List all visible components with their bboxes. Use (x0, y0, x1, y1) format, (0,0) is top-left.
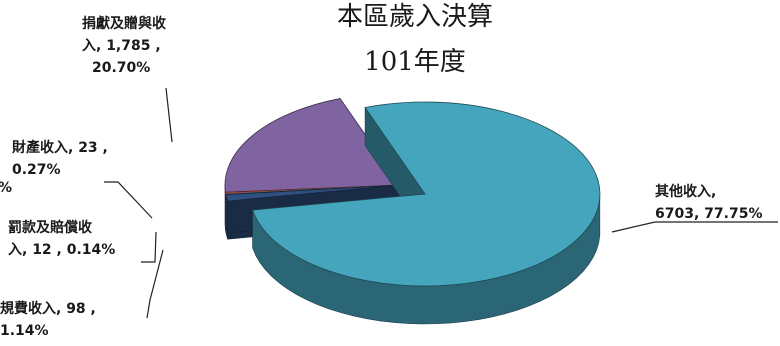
leader-line-5 (165, 87, 173, 143)
leader-line-3 (141, 231, 157, 263)
data-label-3-line-1: 罰款及賠償收 (8, 219, 93, 236)
data-label-2-line-2: 1.14% (0, 323, 49, 339)
chart-subtitle: 101年度 (364, 47, 466, 77)
data-label-5: 捐獻及贈與收入, 1,785 , 20.70% (82, 15, 167, 76)
pie-slice-top-5 (224, 98, 401, 193)
pie-slice-top-2 (225, 184, 401, 202)
data-label-5-line-3: 20.70% (92, 60, 150, 76)
leader-line-1 (611, 221, 778, 233)
leader-lines (104, 87, 778, 319)
data-label-4-line-2: 0.27% (12, 162, 61, 178)
data-label-4-line-1: 財產收入, 23 , (11, 139, 108, 156)
pie-slice-top-1 (252, 101, 601, 287)
leader-line-4 (104, 181, 153, 219)
chart-title: 本區歲入決算 (337, 2, 493, 32)
data-label-2: 規費收入, 98 , 1.14% (0, 300, 96, 339)
data-label-5-line-2: 入, 1,785 , (82, 38, 161, 54)
data-label-1-line-2: 6703, 77.75% (655, 206, 762, 222)
pie-slices (224, 97, 601, 325)
data-label-3-line-2: 入, 12 , 0.14% (8, 242, 115, 258)
data-label-1-line-1: 其他收入, (655, 183, 716, 200)
data-label-2-line-1: 規費收入, 98 , (0, 300, 96, 317)
data-label-5-line-1: 捐獻及贈與收 (82, 15, 167, 32)
pie-slice-1 (252, 101, 601, 325)
data-labels: 其他收入, 6703, 77.75%規費收入, 98 , 1.14%罰款及賠償收入,… (0, 15, 762, 339)
edge-fragment-text: % (0, 180, 12, 196)
data-label-1: 其他收入, 6703, 77.75% (655, 183, 762, 222)
leader-line-2 (146, 249, 164, 319)
data-label-3: 罰款及賠償收入, 12 , 0.14% (8, 219, 115, 258)
data-label-4: 財產收入, 23 , 0.27% (11, 139, 108, 178)
